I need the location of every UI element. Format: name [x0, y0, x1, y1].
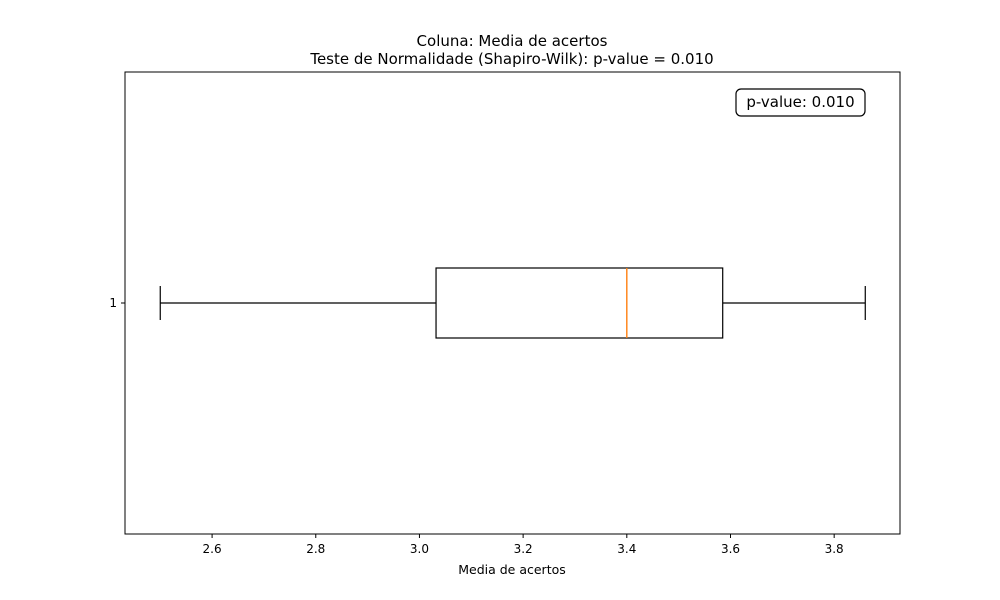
box-group: [159, 267, 866, 339]
y-axis: 1: [109, 296, 125, 310]
x-tick-label: 3.2: [514, 542, 533, 556]
x-tick-label: 2.6: [203, 542, 222, 556]
annotation-text: p-value: 0.010: [746, 93, 854, 111]
x-tick-label: 3.8: [825, 542, 844, 556]
x-tick-label: 3.4: [617, 542, 636, 556]
x-axis-label: Media de acertos: [458, 562, 566, 577]
box-iqr: [435, 267, 724, 339]
x-tick-label: 3.0: [410, 542, 429, 556]
x-axis: 2.6 2.8 3.0 3.2 3.4 3.6 3.8: [203, 534, 844, 556]
x-tick-label: 2.8: [306, 542, 325, 556]
x-tick-label: 3.6: [721, 542, 740, 556]
chart-subtitle: Teste de Normalidade (Shapiro-Wilk): p-v…: [309, 50, 713, 68]
y-tick-label: 1: [109, 296, 117, 310]
chart-title: Coluna: Media de acertos: [417, 32, 608, 50]
annotation-box: [735, 88, 866, 117]
